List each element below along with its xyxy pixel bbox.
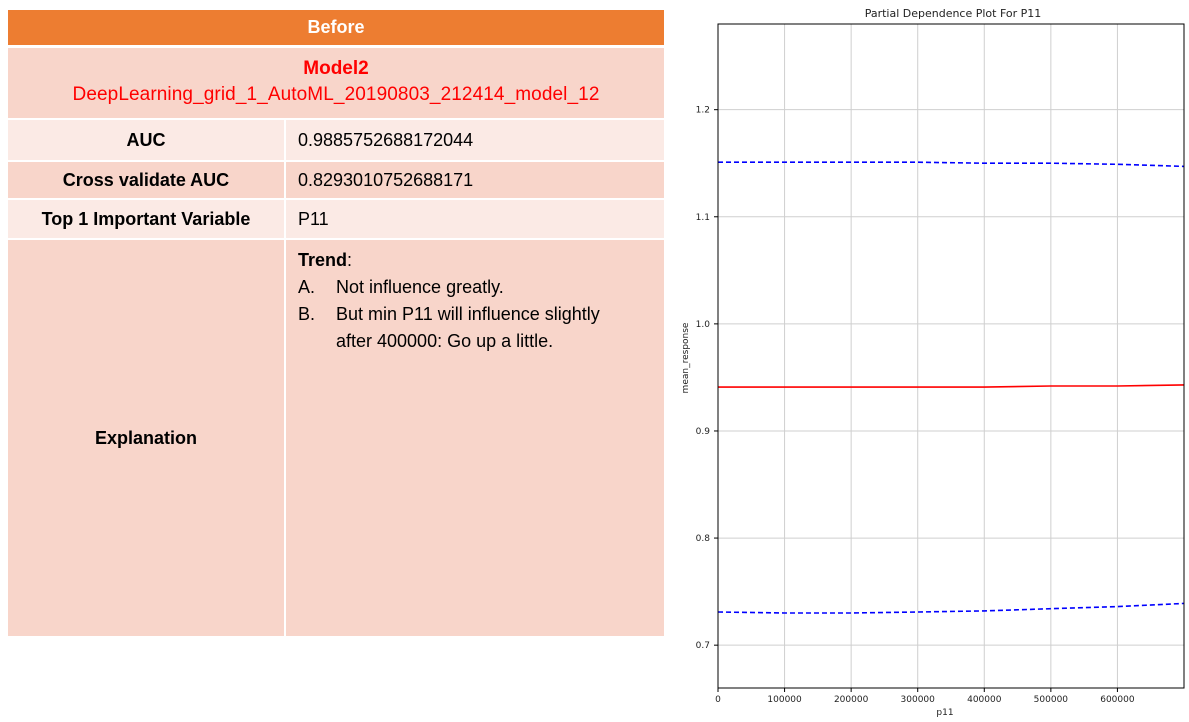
x-tick-label: 500000 [1034, 695, 1069, 705]
plot-frame [717, 23, 1185, 689]
chart-series [717, 161, 1185, 614]
row-value: 0.9885752688172044 [298, 129, 474, 150]
y-tick-label: 1.0 [696, 320, 711, 330]
table-row-explanation: Explanation Trend: A. Not influence grea… [8, 240, 664, 638]
model-label: Model2 [303, 58, 369, 79]
x-ticks: 0 100000 200000 300000 400000 500000 600000 [715, 688, 1135, 705]
x-tick-label: 100000 [767, 695, 802, 705]
y-tick-label: 0.9 [696, 427, 711, 437]
confidence-bound-line [717, 602, 1185, 614]
row-label: Cross validate AUC [8, 162, 286, 198]
explanation-text: Trend: A. Not influence greatly. B. But … [286, 240, 664, 636]
chart-svg: Partial Dependence Plot For P11 0 100000 2… [681, 7, 1185, 718]
partial-dependence-chart: Partial Dependence Plot For P11 0 100000 2… [676, 0, 1189, 722]
x-tick-label: 0 [715, 695, 721, 705]
y-ticks: 0.7 0.8 0.9 1.0 1.1 1.2 [696, 106, 718, 651]
list-item: B. But min P11 will influence slightly a… [298, 301, 664, 355]
row-label: Top 1 Important Variable [8, 200, 286, 238]
mean-response-line [718, 384, 1185, 388]
confidence-bound-line [718, 161, 1185, 168]
table-row: Cross validate AUC 0.8293010752688171 [8, 162, 664, 200]
chart-title: Partial Dependence Plot For P11 [865, 7, 1042, 20]
model-cell: Model2 DeepLearning_grid_1_AutoML_201908… [8, 48, 664, 120]
list-marker: A. [298, 277, 316, 297]
y-axis-label: mean_response [681, 322, 691, 393]
chart-grid [717, 24, 1184, 688]
row-value: 0.8293010752688171 [298, 169, 474, 190]
x-tick-label: 200000 [834, 695, 869, 705]
x-tick-label: 400000 [967, 695, 1002, 705]
table-row: AUC 0.9885752688172044 [8, 120, 664, 162]
model-summary-table: Before Model2 DeepLearning_grid_1_AutoML… [8, 10, 664, 638]
trend-list: A. Not influence greatly. B. But min P11… [298, 274, 664, 355]
list-marker: B. [298, 304, 316, 324]
table-row: Top 1 Important Variable P11 [8, 200, 664, 240]
y-tick-label: 0.8 [696, 534, 711, 544]
y-tick-label: 1.2 [696, 106, 710, 116]
model-id: DeepLearning_grid_1_AutoML_20190803_2124… [72, 84, 600, 105]
y-tick-label: 0.7 [696, 641, 710, 651]
list-item: A. Not influence greatly. [298, 274, 664, 301]
y-tick-label: 1.1 [696, 213, 710, 223]
x-axis-label: p11 [936, 708, 953, 718]
x-tick-label: 600000 [1100, 695, 1135, 705]
trend-title: Trend: [298, 250, 353, 270]
row-value: P11 [298, 208, 329, 229]
row-label: AUC [8, 120, 286, 160]
list-text: Not influence greatly. [336, 277, 504, 297]
list-text: But min P11 will influence slightly afte… [336, 304, 600, 351]
row-label: Explanation [8, 240, 286, 636]
x-tick-label: 300000 [901, 695, 936, 705]
table-header: Before [8, 10, 664, 48]
